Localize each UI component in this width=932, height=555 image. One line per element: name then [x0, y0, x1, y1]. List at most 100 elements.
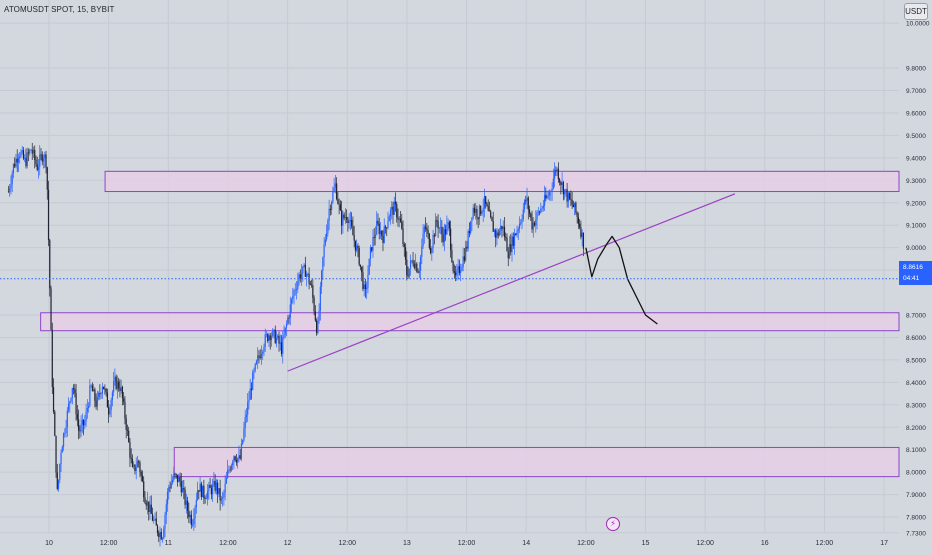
y-axis-tick-label: 9.3000	[906, 178, 926, 185]
candle-body	[572, 204, 574, 208]
candle-body	[118, 381, 120, 389]
candle-body	[12, 164, 15, 174]
candle-body	[302, 266, 304, 274]
candle-body	[351, 220, 353, 227]
candle-body	[19, 156, 21, 159]
candle-body	[303, 264, 305, 267]
candle-body	[94, 389, 96, 401]
candle-body	[448, 222, 450, 229]
candle-body	[535, 219, 537, 226]
candle-body	[198, 490, 200, 492]
candle-body	[513, 233, 516, 246]
candle-body	[323, 244, 325, 258]
candle-body	[466, 246, 468, 249]
drawing-layer	[0, 193, 899, 372]
candle-body	[165, 504, 167, 515]
lightning-bolt-icon[interactable]: ⚡	[606, 517, 620, 531]
candle-body	[84, 421, 86, 426]
candle-body	[39, 154, 41, 167]
candle-body	[7, 191, 10, 193]
candle-body	[465, 246, 467, 261]
candle-body	[490, 211, 492, 217]
candle-body	[218, 488, 220, 494]
candle-body	[451, 250, 453, 262]
candle-body	[378, 223, 380, 235]
y-axis-tick-label: 9.2000	[906, 200, 926, 207]
candle-body	[295, 288, 298, 291]
candle-body	[287, 317, 289, 324]
candle-body	[101, 386, 103, 394]
candle-body	[525, 200, 527, 202]
candle-body	[14, 164, 16, 167]
candle-body	[510, 244, 512, 253]
candle-body	[54, 411, 56, 436]
candle-body	[267, 334, 269, 341]
candle-body	[446, 224, 448, 235]
candle-body	[309, 283, 311, 285]
candle-body	[90, 385, 92, 387]
candle-body	[69, 401, 71, 404]
candle-body	[548, 192, 551, 196]
y-axis-tick-label: 9.4000	[906, 155, 926, 162]
candle-body	[169, 487, 171, 489]
candle-body	[166, 491, 169, 505]
candle-body	[220, 498, 222, 501]
candle-body	[37, 166, 40, 170]
candle-body	[298, 274, 300, 282]
candle-body	[312, 285, 314, 298]
candle-body	[389, 209, 392, 217]
candle-body	[188, 510, 190, 518]
candle-body	[402, 228, 404, 245]
y-axis-tick-label: 7.9000	[906, 492, 926, 499]
candle-body	[480, 205, 482, 215]
candle-body	[403, 244, 405, 248]
candle-body	[533, 222, 536, 226]
candle-body	[242, 440, 244, 444]
candle-body	[310, 284, 313, 286]
candle-body	[66, 410, 68, 428]
candle-body	[213, 480, 215, 485]
supply-demand-zone	[40, 312, 900, 332]
candle-body	[419, 256, 422, 271]
candle-body	[299, 274, 301, 279]
candle-body	[538, 211, 541, 213]
candle-body	[313, 297, 315, 312]
x-axis-tick-label: 15	[642, 540, 650, 547]
candle-body	[135, 467, 137, 471]
candle-body	[331, 202, 333, 211]
candle-body	[422, 233, 424, 247]
candle-body	[31, 149, 33, 154]
candle-body	[254, 363, 256, 371]
candle-body	[258, 355, 260, 357]
candle-body	[387, 221, 389, 228]
currency-badge[interactable]: USDT	[904, 3, 928, 20]
candle-body	[20, 152, 22, 157]
candle-body	[141, 475, 144, 482]
candle-body	[17, 158, 20, 163]
candle-body	[429, 247, 432, 254]
candle-body	[481, 212, 483, 215]
candle-body	[472, 207, 474, 218]
candle-body	[428, 233, 430, 248]
candle-body	[275, 337, 278, 343]
candle-body	[369, 247, 372, 259]
candle-body	[424, 226, 427, 229]
candle-body	[527, 197, 529, 210]
candle-body	[452, 261, 454, 272]
candle-body	[159, 531, 161, 537]
candle-body	[327, 220, 329, 234]
candle-body	[41, 154, 43, 162]
x-axis-tick-label: 14	[522, 540, 530, 547]
candle-body	[517, 228, 519, 231]
candle-body	[233, 456, 235, 463]
candle-body	[264, 334, 266, 347]
candle-body	[72, 388, 75, 390]
candle-body	[227, 469, 229, 478]
candle-body	[124, 401, 126, 419]
candle-body	[491, 216, 493, 222]
candle-body	[384, 226, 387, 228]
candle-body	[338, 203, 340, 205]
candle-body	[34, 149, 36, 160]
